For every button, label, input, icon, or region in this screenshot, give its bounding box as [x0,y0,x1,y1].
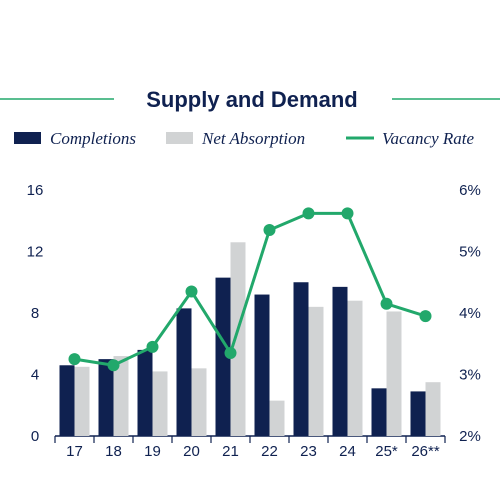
legend-label-vacancy: Vacancy Rate [382,129,474,148]
legend: Completions Net Absorption Vacancy Rate [14,129,474,148]
vacancy-rate-point [341,207,354,220]
y-right-tick-label: 5% [459,244,481,261]
legend-label-net-absorption: Net Absorption [201,129,305,148]
legend-swatch-net-absorption [166,132,193,144]
bar-completions [98,359,114,436]
y-left-tick-label: 4 [31,367,39,384]
vacancy-rate-point [380,297,393,310]
bar-net-absorption [269,400,285,436]
x-tick-label: 19 [144,443,161,460]
bar-net-absorption [230,242,246,436]
y-right-tick-label: 2% [459,428,481,445]
bar-net-absorption [386,311,402,436]
bars [59,242,441,436]
vacancy-rate-point [68,353,81,366]
x-tick-label: 25* [375,443,398,460]
bar-completions [293,282,309,436]
x-tick-label: 17 [66,443,83,460]
bar-net-absorption [74,366,90,436]
vacancy-rate-point [302,207,315,220]
x-tick-label: 23 [300,443,317,460]
legend-swatch-completions [14,132,41,144]
legend-label-completions: Completions [50,129,136,148]
bar-net-absorption [113,356,129,436]
y-right-tick-label: 6% [459,182,481,199]
vacancy-rate-point [185,285,198,298]
vacancy-rate-line [74,211,426,367]
bar-completions [371,388,387,436]
bar-completions [332,286,348,436]
y-left-tick-label: 8 [31,305,39,322]
vacancy-line-layer [68,207,432,372]
x-tick-label: 18 [105,443,122,460]
y-right-tick-label: 3% [459,367,481,384]
y-left-tick-label: 16 [27,182,44,199]
x-tick-label: 20 [183,443,200,460]
x-tick-label: 22 [261,443,278,460]
vacancy-rate-point [263,223,276,236]
chart-title: Supply and Demand [146,87,357,112]
bar-net-absorption [425,382,441,436]
bar-net-absorption [152,371,168,436]
vacancy-rate-point [224,346,237,359]
chart-header: Supply and Demand [0,87,500,112]
bar-net-absorption [308,306,324,436]
vacancy-rate-point [107,359,120,372]
bar-completions [254,294,270,436]
bar-completions [215,277,231,436]
vacancy-rate-point [146,340,159,353]
bar-completions [59,365,75,436]
vacancy-rate-point [419,310,432,323]
bar-net-absorption [347,300,363,436]
bar-completions [137,349,153,436]
bar-net-absorption [191,368,207,436]
x-tick-label: 26** [411,443,440,460]
y-right-tick-label: 4% [459,305,481,322]
bar-completions [410,391,426,436]
x-tick-label: 24 [339,443,356,460]
y-left-tick-label: 12 [27,244,44,261]
bar-completions [176,308,192,436]
y-left-tick-label: 0 [31,428,39,445]
x-tick-label: 21 [222,443,239,460]
